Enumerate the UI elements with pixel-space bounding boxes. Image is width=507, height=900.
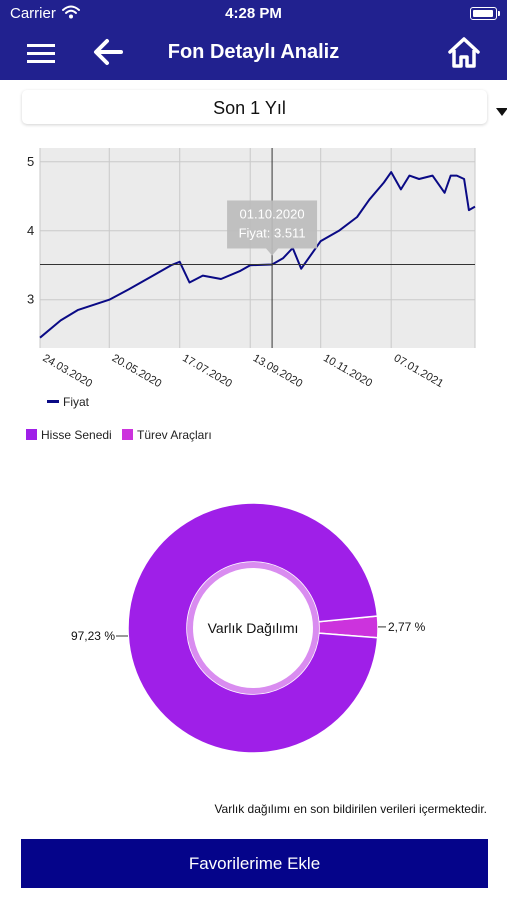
legend-swatch-hisse [26,429,37,440]
period-select-value: Son 1 Yıl [213,98,286,118]
legend-label-fiyat: Fiyat [63,395,90,409]
y-tick-label: 3 [27,292,34,307]
wifi-icon [62,5,80,24]
menu-icon[interactable] [27,42,55,64]
allocation-footnote: Varlık dağılımı en son bildirilen verile… [214,802,487,816]
allocation-donut-svg: Varlık Dağılımı 97,23 % 2,77 % [71,502,426,754]
page-title: Fon Detaylı Analiz [167,41,340,63]
tooltip-date: 01.10.2020 [240,206,305,221]
add-to-favorites-label: Favorilerime Ekle [188,853,321,873]
x-tick-label: 17.07.2020 [180,352,234,390]
tooltip-pointer [266,248,279,256]
x-tick-label: 13.09.2020 [251,352,305,390]
tooltip-value: Fiyat: 3.511 [239,225,306,240]
price-chart-svg: 24.03.2020 20.05.2020 17.07.2020 13.09.2020… [27,148,476,409]
chart-tooltip: 01.10.2020 Fiyat: 3.511 [227,200,318,256]
caret-down-icon [496,103,507,121]
legend-swatch-turev [122,429,133,440]
x-tick-label: 20.05.2020 [110,352,164,390]
home-icon[interactable] [447,36,481,68]
x-tick-label: 24.03.2020 [41,352,95,390]
allocation-donut: Varlık Dağılımı 97,23 % 2,77 % [0,490,507,770]
y-tick-label: 5 [27,154,34,169]
nav-bar: Fon Detaylı Analiz [0,26,507,80]
price-line [39,171,476,339]
donut-label-turev: 2,77 % [388,620,426,634]
x-tick-label: 07.01.2021 [392,352,446,390]
battery-icon [470,7,500,20]
y-tick-label: 4 [27,223,34,238]
period-select[interactable]: Son 1 Yıl [22,90,507,124]
donut-label-hisse: 97,23 % [71,629,115,643]
legend-label-hisse: Hisse Senedi [41,428,112,442]
donut-hole [193,568,313,688]
tooltip-box [227,200,318,249]
add-to-favorites-button[interactable]: Favorilerime Ekle [21,839,488,888]
status-time: 4:28 PM [225,5,282,22]
legend-label-turev: Türev Araçları [137,428,212,442]
donut-center-label: Varlık Dağılımı [208,620,299,636]
carrier-label: Carrier [10,5,56,22]
legend-item-turev: Türev Araçları [122,428,212,442]
back-arrow-icon[interactable] [92,38,124,66]
legend-swatch-fiyat [47,400,59,403]
legend-item-hisse: Hisse Senedi [26,428,112,442]
price-chart: 24.03.2020 20.05.2020 17.07.2020 13.09.2020… [22,136,487,416]
status-bar: Carrier 4:28 PM [0,0,507,26]
x-tick-label: 10.11.2020 [321,352,374,390]
